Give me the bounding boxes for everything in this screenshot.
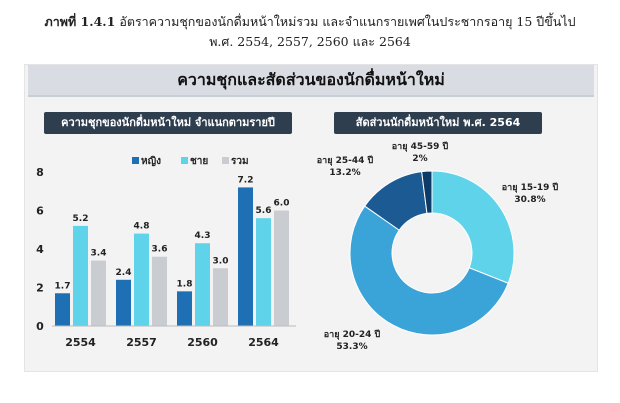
infographic-banner: ความชุกและสัดส่วนของนักดื่มหน้าใหม่ [28, 65, 594, 97]
caption-line-2: พ.ศ. 2554, 2557, 2560 และ 2564 [209, 34, 411, 49]
donut-chart-title: สัดส่วนนักดื่มหน้าใหม่ พ.ศ. 2564 [334, 112, 542, 134]
infographic-panel [24, 64, 598, 372]
caption-line-1: ภาพที่ 1.4.1 อัตราความชุกของนักดื่มหน้าใ… [0, 12, 620, 32]
bar-chart-title: ความชุกของนักดื่มหน้าใหม่ จำแนกตามรายปี [44, 112, 292, 134]
caption-label: ภาพที่ 1.4.1 [44, 14, 116, 29]
figure-caption: ภาพที่ 1.4.1 อัตราความชุกของนักดื่มหน้าใ… [0, 12, 620, 52]
caption-text: อัตราความชุกของนักดื่มหน้าใหม่รวม และจำแ… [115, 14, 576, 29]
